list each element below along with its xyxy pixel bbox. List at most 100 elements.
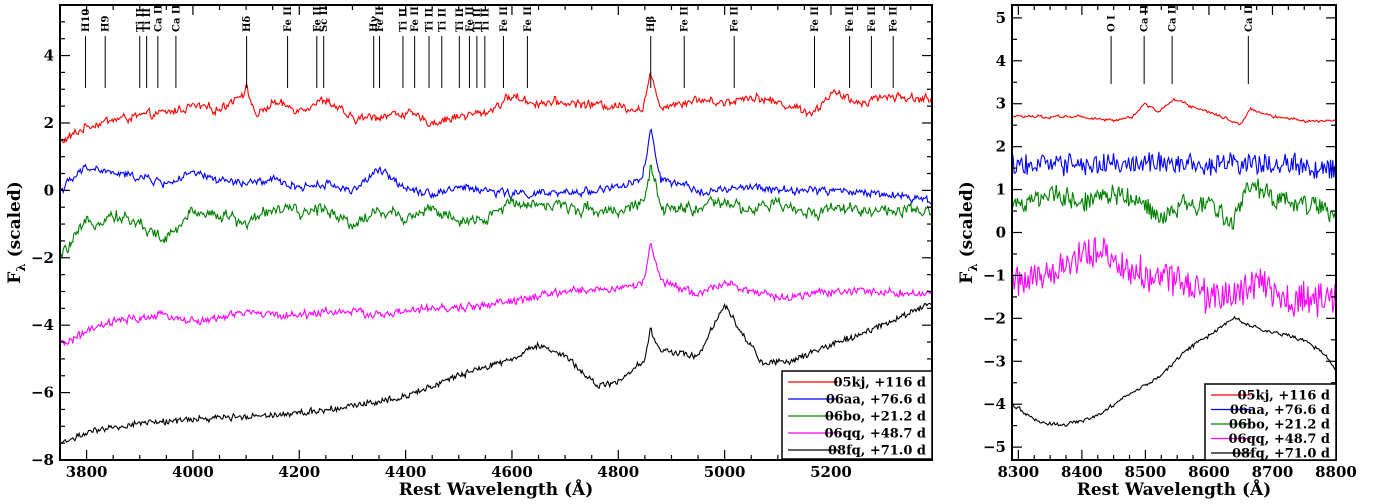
y-axis-title-sub: λ <box>14 263 28 271</box>
y-tick-label: 3 <box>996 95 1006 113</box>
line-id-label: Sc II <box>319 6 330 32</box>
line-id-label: Fe II <box>375 6 386 32</box>
y-tick-label: −4 <box>31 316 54 334</box>
line-id-label: Fe II <box>523 6 534 32</box>
x-tick-label: 4200 <box>278 463 320 481</box>
line-id-label: Fe II <box>889 6 900 32</box>
legend-label: 06aa, +76.6 d <box>826 393 926 408</box>
legend-label: 08fq, +71.0 d <box>828 444 926 459</box>
line-id-label: H9 <box>101 16 112 32</box>
line-id-label: Ca II <box>1244 4 1255 32</box>
line-id-label: O I <box>1107 15 1118 32</box>
line-id-label: Fe II <box>810 6 821 32</box>
x-tick-label: 8600 <box>1188 463 1230 481</box>
y-tick-label: 2 <box>996 138 1006 156</box>
x-tick-label: 4400 <box>385 463 427 481</box>
series-line-0 <box>1012 97 1336 126</box>
y-tick-label: −8 <box>31 451 54 469</box>
x-axis-title: Rest Wavelength (Å) <box>1077 478 1272 500</box>
line-id-label: Ti II <box>437 8 448 32</box>
y-tick-label: −6 <box>31 384 54 402</box>
legend-label: 06aa, +76.6 d <box>1230 403 1330 418</box>
y-axis-title-main: F <box>5 272 25 284</box>
y-tick-label: 1 <box>996 181 1006 199</box>
x-tick-label: 4600 <box>491 463 533 481</box>
line-id-label: Ti II <box>480 8 491 32</box>
x-tick-label: 8800 <box>1315 463 1357 481</box>
x-tick-label: 8300 <box>997 463 1039 481</box>
x-tick-label: 3800 <box>66 463 108 481</box>
y-axis-title: Fλ (scaled) <box>957 181 980 284</box>
series-line-2 <box>1012 178 1336 230</box>
line-id-label: Hγ <box>369 16 380 32</box>
chart-nir: 8300 8400 8500 8600 8700 8800 5 4 3 2 1 0 −1 −2 −3 −4 −5… <box>957 4 1357 500</box>
y-tick-label: −2 <box>31 249 54 267</box>
y-tick-label: −3 <box>983 352 1006 370</box>
line-id-label: Ca II <box>1168 4 1179 32</box>
y-tick-label: −1 <box>983 266 1006 284</box>
line-id-label: Ca II <box>1140 4 1151 32</box>
series-line-3 <box>60 243 932 347</box>
series-line-2 <box>60 164 932 259</box>
line-id-label: Fe II <box>730 6 741 32</box>
series-line-4 <box>1012 315 1336 428</box>
plot-frame <box>59 4 933 461</box>
legend-box <box>781 370 933 460</box>
y-tick-label: −5 <box>983 438 1006 456</box>
line-id-label: Fe II <box>283 6 294 32</box>
series-line-1 <box>1012 151 1336 179</box>
x-tick-label: 8400 <box>1061 463 1103 481</box>
line-id-label: Hδ <box>242 16 253 32</box>
line-id-label: Hβ <box>646 16 657 32</box>
line-id-label: Fe II <box>465 6 476 32</box>
line-id-label: Fe II <box>410 6 421 32</box>
line-id-label: Ti II <box>398 8 409 32</box>
line-id-label: Fe II <box>867 6 878 32</box>
line-id-label: Ti II <box>135 8 146 32</box>
y-tick-label: −2 <box>983 309 1006 327</box>
legend-label: 06qq, +48.7 d <box>825 427 927 442</box>
line-id-label: H10 <box>81 9 92 32</box>
line-id-label: Ti II <box>455 8 466 32</box>
series-line-4 <box>60 302 932 444</box>
series-line-0 <box>60 72 932 144</box>
x-tick-label: 4000 <box>172 463 214 481</box>
line-id-label: Ca II <box>171 4 182 32</box>
y-tick-label: −4 <box>983 395 1006 413</box>
y-tick-label: 2 <box>44 114 54 132</box>
y-axis-title-sub: λ <box>966 263 980 271</box>
series-line-1 <box>60 128 932 205</box>
line-id-label: Ti II <box>472 8 483 32</box>
y-axis-title-main: F <box>957 272 977 284</box>
legend-label: 06bo, +21.2 d <box>825 410 926 425</box>
legend-label: 05kj, +116 d <box>834 376 927 391</box>
x-axis-title: Rest Wavelength (Å) <box>399 478 594 500</box>
y-tick-label: 4 <box>996 52 1006 70</box>
x-tick-label: 5200 <box>810 463 852 481</box>
y-tick-label: 4 <box>44 47 54 65</box>
line-id-label: Fe II <box>680 6 691 32</box>
y-tick-label: 0 <box>996 224 1006 242</box>
line-id-label: Fe II <box>499 6 510 32</box>
legend-label: 08fq, +71.0 d <box>1232 447 1330 462</box>
y-axis-title: Fλ (scaled) <box>5 181 28 284</box>
legend-label: 05kj, +116 d <box>1238 389 1331 404</box>
y-axis-title-suffix: (scaled) <box>957 181 977 263</box>
x-tick-label: 4800 <box>597 463 639 481</box>
y-axis-title-suffix: (scaled) <box>5 181 25 263</box>
chart-optical: 3800 4000 4200 4400 4600 4800 5000 5200 4 2 0 −2 −4 −… <box>5 4 933 500</box>
legend-label: 06bo, +21.2 d <box>1229 418 1330 433</box>
x-tick-label: 5000 <box>704 463 746 481</box>
series-line-3 <box>1012 237 1336 318</box>
line-id-label: Ti II <box>425 8 436 32</box>
line-id-label: Fe II <box>312 6 323 32</box>
legend-box <box>1204 383 1337 461</box>
line-id-label: Fe II <box>845 6 856 32</box>
legend-label: 06qq, +48.7 d <box>1229 432 1331 447</box>
line-id-label: Ti II <box>142 8 153 32</box>
x-tick-label: 8700 <box>1252 463 1294 481</box>
y-tick-label: 0 <box>44 181 54 199</box>
x-tick-label: 8500 <box>1125 463 1167 481</box>
y-tick-label: 5 <box>996 9 1006 27</box>
